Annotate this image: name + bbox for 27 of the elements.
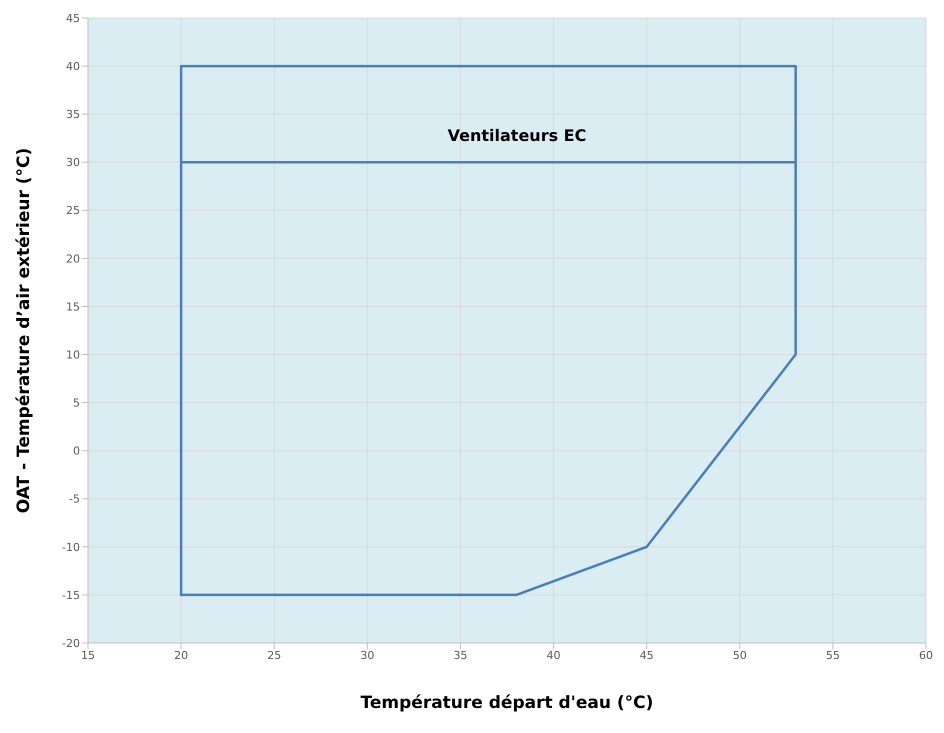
x-tick-label: 40	[546, 648, 561, 662]
y-tick-label: 40	[66, 60, 80, 73]
y-tick-label: -20	[62, 636, 80, 650]
y-tick-label: -5	[69, 492, 80, 506]
y-tick-label: 30	[66, 156, 80, 170]
y-tick-label: -15	[62, 588, 80, 602]
x-tick-label: 30	[360, 648, 374, 662]
x-tick-label: 50	[732, 648, 747, 662]
y-tick-label: 45	[66, 12, 80, 25]
x-tick-label: 55	[826, 648, 840, 662]
x-tick-label: 25	[267, 648, 282, 662]
x-tick-label: 60	[919, 648, 933, 662]
line-series	[180, 64, 797, 596]
annotation: Ventilateurs EC	[446, 126, 588, 145]
y-tick-label: 20	[66, 252, 80, 266]
y-tick-label: 10	[66, 348, 80, 362]
x-axis-title: Température départ d'eau (°C)	[360, 693, 654, 713]
y-tick-label: 35	[66, 108, 80, 122]
y-axis-title: OAT - Température d’air extérieur (°C)	[14, 148, 34, 514]
x-tick-label: 35	[453, 648, 468, 662]
x-tick-label: 20	[174, 648, 188, 662]
y-tick-label: 15	[66, 300, 80, 314]
x-tick-label: 45	[640, 648, 654, 662]
y-tick-label: 5	[73, 396, 80, 410]
y-tick-label: 0	[73, 444, 80, 458]
y-tick-label: -10	[62, 540, 80, 554]
y-tick-label: 25	[66, 204, 80, 218]
